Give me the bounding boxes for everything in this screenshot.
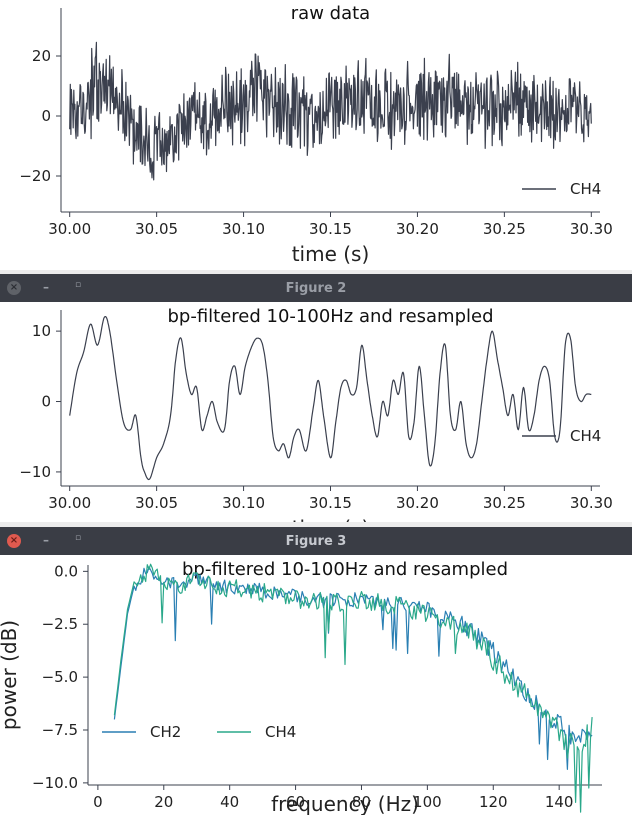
legend-label: CH2 bbox=[150, 723, 181, 741]
x-tick-label: 20 bbox=[154, 793, 173, 811]
y-tick-label: −2.5 bbox=[42, 615, 78, 633]
legend-label: CH4 bbox=[265, 723, 296, 741]
chart-title: bp-filtered 10-100Hz and resampled bbox=[182, 559, 508, 580]
y-axis-label: power (dB) bbox=[0, 620, 21, 730]
y-tick-label: 0 bbox=[41, 393, 51, 411]
x-tick-label: 100 bbox=[413, 793, 442, 811]
x-axis-label: time (s) bbox=[292, 516, 370, 522]
x-tick-label: 30.15 bbox=[309, 494, 352, 512]
series-line-ch4 bbox=[69, 41, 592, 181]
close-icon[interactable]: × bbox=[7, 281, 21, 295]
x-tick-label: 30.10 bbox=[222, 220, 265, 238]
figure-3-titlebar[interactable]: × – ▫ Figure 3 bbox=[0, 527, 632, 555]
minimize-icon[interactable]: – bbox=[43, 533, 49, 547]
y-tick-label: 0 bbox=[41, 107, 51, 125]
y-tick-label: −10 bbox=[19, 463, 51, 481]
y-tick-label: −5.0 bbox=[42, 668, 78, 686]
legend-label: CH4 bbox=[570, 427, 601, 445]
x-tick-label: 30.00 bbox=[48, 220, 91, 238]
figure-2-titlebar[interactable]: × – ▫ Figure 2 bbox=[0, 274, 632, 302]
x-tick-label: 80 bbox=[352, 793, 371, 811]
x-tick-label: 30.05 bbox=[135, 494, 178, 512]
maximize-icon[interactable]: ▫ bbox=[74, 533, 82, 543]
x-tick-label: 30.30 bbox=[570, 494, 613, 512]
y-tick-label: −7.5 bbox=[42, 721, 78, 739]
x-tick-label: 30.30 bbox=[570, 220, 613, 238]
x-tick-label: 30.25 bbox=[483, 494, 526, 512]
figure-2-window: × – ▫ Figure 2 30.00 30.05 30.10 30.15 30.20… bbox=[0, 274, 632, 522]
legend-label: CH4 bbox=[570, 180, 601, 198]
series-line-ch4 bbox=[113, 563, 593, 813]
x-tick-label: 30.20 bbox=[396, 220, 439, 238]
x-tick-label: 120 bbox=[479, 793, 508, 811]
x-tick-label: 30.00 bbox=[48, 494, 91, 512]
y-tick-label: 10 bbox=[32, 322, 51, 340]
x-tick-label: 30.25 bbox=[483, 220, 526, 238]
y-tick-label: −10.0 bbox=[32, 774, 78, 792]
figure-1-window: 30.00 30.05 30.10 30.15 30.20 30.25 30.30 20 0 −2… bbox=[0, 0, 632, 270]
close-icon[interactable]: × bbox=[7, 534, 21, 548]
x-tick-label: 0 bbox=[93, 793, 103, 811]
figure-3-window: × – ▫ Figure 3 0 20 40 60 80 100 120 140 0.0 −2.5… bbox=[0, 527, 632, 815]
chart-title: bp-filtered 10-100Hz and resampled bbox=[167, 306, 493, 327]
x-tick-label: 30.05 bbox=[135, 220, 178, 238]
window-title: Figure 3 bbox=[285, 534, 347, 549]
window-title: Figure 2 bbox=[285, 281, 347, 296]
chart-title: raw data bbox=[291, 3, 370, 24]
psd-chart: 0 20 40 60 80 100 120 140 0.0 −2.5 −5.0 −7.5 −10.0 bp… bbox=[0, 559, 602, 815]
x-tick-label: 30.10 bbox=[222, 494, 265, 512]
x-axis-label: frequency (Hz) bbox=[271, 792, 419, 815]
series-line-ch4 bbox=[69, 316, 592, 481]
x-tick-label: 40 bbox=[220, 793, 239, 811]
x-tick-label: 30.20 bbox=[396, 494, 439, 512]
minimize-icon[interactable]: – bbox=[43, 280, 49, 294]
maximize-icon[interactable]: ▫ bbox=[74, 280, 82, 290]
series-line-ch2 bbox=[113, 566, 593, 770]
filtered-time-chart: 30.00 30.05 30.10 30.15 30.20 30.25 30.30 10 0 −1… bbox=[19, 306, 613, 522]
x-tick-label: 140 bbox=[545, 793, 574, 811]
raw-data-chart: 30.00 30.05 30.10 30.15 30.20 30.25 30.30 20 0 −2… bbox=[19, 3, 613, 266]
y-tick-label: 0.0 bbox=[54, 562, 78, 580]
y-tick-label: −20 bbox=[19, 167, 51, 185]
x-tick-label: 30.15 bbox=[309, 220, 352, 238]
x-tick-label: 60 bbox=[286, 793, 305, 811]
y-tick-label: 20 bbox=[32, 47, 51, 65]
x-axis-label: time (s) bbox=[292, 242, 370, 266]
